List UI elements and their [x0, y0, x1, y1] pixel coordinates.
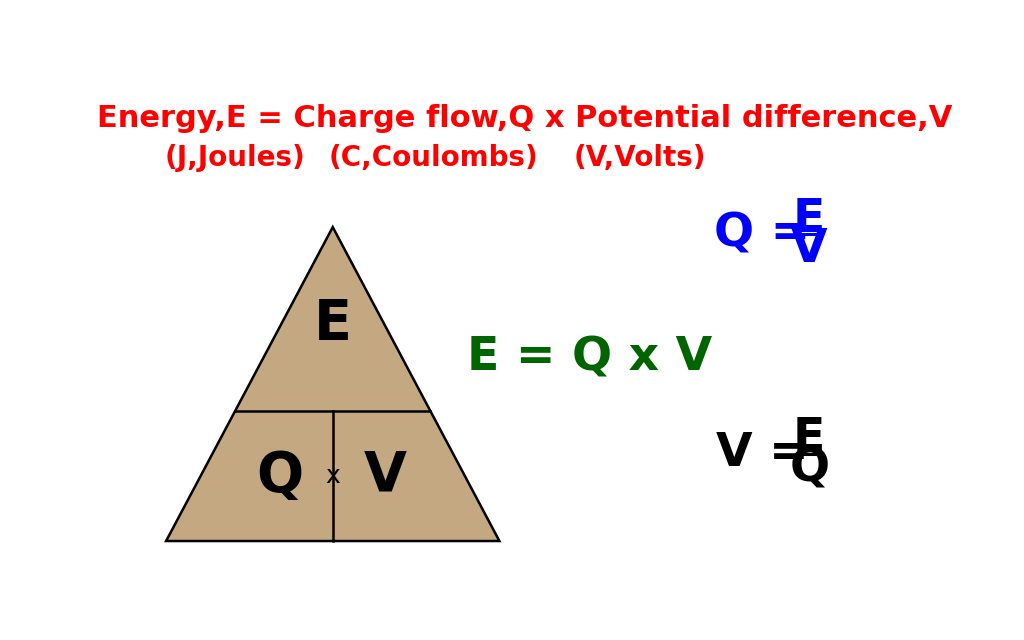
Text: E = Q x V: E = Q x V: [467, 335, 713, 380]
Text: Q =: Q =: [715, 212, 811, 257]
Text: E: E: [793, 197, 825, 242]
Text: x: x: [326, 464, 340, 488]
Polygon shape: [166, 227, 500, 541]
Text: Q: Q: [256, 449, 303, 503]
Text: V: V: [364, 449, 407, 503]
Text: Q: Q: [790, 446, 829, 492]
Text: (J,Joules): (J,Joules): [165, 144, 305, 172]
Text: E: E: [793, 416, 825, 461]
Text: Energy,E = Charge flow,Q x Potential difference,V: Energy,E = Charge flow,Q x Potential dif…: [97, 104, 952, 133]
Text: V =: V =: [716, 431, 809, 476]
Text: (V,Volts): (V,Volts): [573, 144, 707, 172]
Text: V: V: [791, 227, 827, 272]
Text: E: E: [313, 297, 352, 351]
Text: (C,Coulombs): (C,Coulombs): [329, 144, 539, 172]
